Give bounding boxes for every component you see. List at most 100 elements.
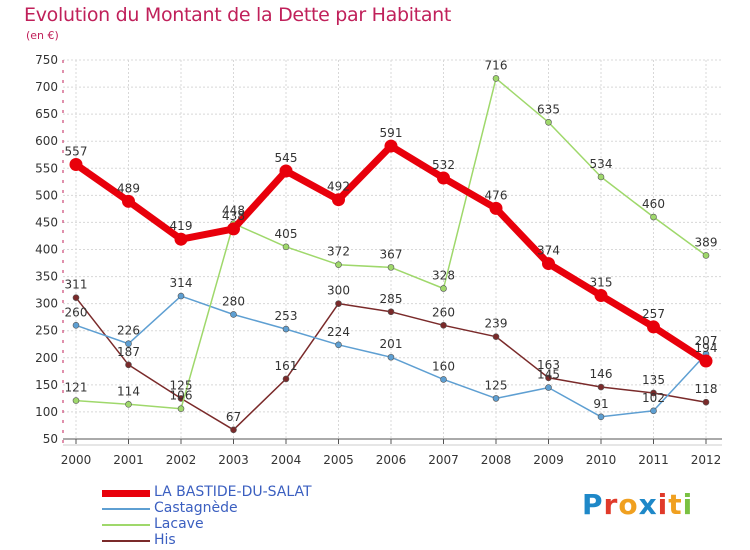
data-label: 405 — [275, 227, 298, 241]
y-tick-label: 100 — [35, 405, 58, 419]
legend-item: Castagnède — [102, 500, 362, 517]
x-tick-label: 2004 — [271, 453, 302, 467]
data-point — [597, 383, 605, 391]
data-point — [227, 222, 240, 236]
x-tick-label: 2003 — [218, 453, 249, 467]
data-point — [650, 213, 657, 221]
data-point — [125, 340, 132, 348]
logo-letter: t — [668, 488, 683, 521]
data-label: 716 — [485, 58, 508, 72]
data-label: 239 — [485, 317, 508, 331]
y-tick-label: 600 — [35, 134, 58, 148]
data-label: 489 — [117, 181, 140, 195]
data-label: 367 — [380, 247, 403, 261]
data-label: 374 — [537, 244, 560, 258]
data-point — [282, 325, 290, 333]
data-label: 389 — [695, 235, 718, 249]
y-tick-label: 250 — [35, 324, 58, 338]
data-label: 419 — [170, 219, 193, 233]
data-point — [177, 405, 185, 412]
data-point — [545, 384, 552, 391]
y-tick-label: 650 — [35, 107, 58, 121]
legend-label: LA BASTIDE-DU-SALAT — [154, 484, 312, 500]
data-point — [282, 375, 290, 383]
data-point — [699, 354, 713, 368]
data-label: 201 — [380, 337, 403, 351]
data-label: 106 — [170, 389, 193, 403]
data-point — [650, 407, 657, 415]
legend-item: His — [102, 532, 362, 549]
data-label: 438 — [222, 209, 245, 223]
chart-title: Evolution du Montant de la Dette par Hab… — [24, 4, 452, 26]
data-point — [230, 311, 237, 318]
data-label: 160 — [432, 359, 455, 373]
data-point — [69, 157, 83, 171]
data-point — [437, 171, 450, 185]
data-label: 635 — [537, 102, 560, 116]
x-tick-label: 2008 — [481, 453, 512, 467]
data-label: 226 — [117, 324, 140, 338]
legend-item: Lacave — [102, 516, 362, 533]
y-tick-label: 700 — [35, 80, 58, 94]
logo-letter: o — [618, 488, 639, 521]
y-tick-label: 450 — [35, 215, 58, 229]
data-label: 311 — [65, 278, 88, 292]
data-label: 476 — [485, 188, 508, 202]
data-point — [279, 164, 293, 178]
data-point — [702, 398, 710, 406]
data-label: 260 — [432, 305, 455, 319]
data-point — [177, 292, 185, 300]
data-label: 187 — [117, 345, 140, 359]
data-point — [597, 173, 605, 181]
data-label: 257 — [642, 307, 665, 321]
data-label: 545 — [275, 151, 298, 165]
data-point — [650, 389, 657, 397]
data-point — [594, 289, 608, 303]
data-point — [125, 401, 132, 408]
data-point — [492, 75, 500, 82]
logo-letter: i — [657, 488, 669, 521]
y-tick-label: 500 — [35, 188, 58, 202]
data-label: 194 — [695, 341, 718, 355]
legend-item: LA BASTIDE-DU-SALAT — [102, 484, 362, 501]
data-point — [647, 320, 660, 334]
data-point — [282, 243, 290, 251]
data-label: 114 — [117, 384, 140, 398]
proxiti-logo: Proxiti — [582, 488, 693, 521]
logo-letter: x — [638, 488, 658, 521]
data-label: 163 — [537, 358, 560, 372]
data-point — [702, 252, 710, 259]
data-label: 145 — [537, 368, 560, 382]
y-tick-label: 350 — [35, 270, 58, 284]
data-label: 285 — [380, 292, 403, 306]
data-point — [72, 321, 80, 329]
data-point — [489, 201, 503, 215]
data-point — [125, 361, 132, 369]
legend-swatch — [102, 508, 150, 510]
legend-swatch — [102, 524, 150, 526]
x-tick-label: 2000 — [61, 453, 92, 467]
y-tick-label: 150 — [35, 378, 58, 392]
data-label: 328 — [432, 268, 455, 282]
data-label: 448 — [222, 204, 245, 218]
data-label: 125 — [170, 378, 193, 392]
data-label: 557 — [65, 144, 88, 158]
y-tick-label: 50 — [43, 432, 58, 446]
x-tick-label: 2010 — [586, 453, 617, 467]
data-label: 532 — [432, 158, 455, 172]
data-label: 460 — [642, 197, 665, 211]
data-label: 135 — [642, 373, 665, 387]
x-tick-label: 2001 — [113, 453, 144, 467]
y-tick-label: 200 — [35, 351, 58, 365]
data-point — [387, 264, 395, 271]
x-tick-label: 2002 — [166, 453, 197, 467]
y-tick-label: 400 — [35, 243, 58, 257]
data-point — [545, 374, 552, 382]
x-tick-label: 2005 — [323, 453, 354, 467]
data-point — [122, 194, 135, 208]
legend-label: Lacave — [154, 516, 204, 532]
data-point — [440, 285, 447, 292]
data-point — [387, 353, 395, 361]
legend-swatch — [102, 540, 150, 542]
